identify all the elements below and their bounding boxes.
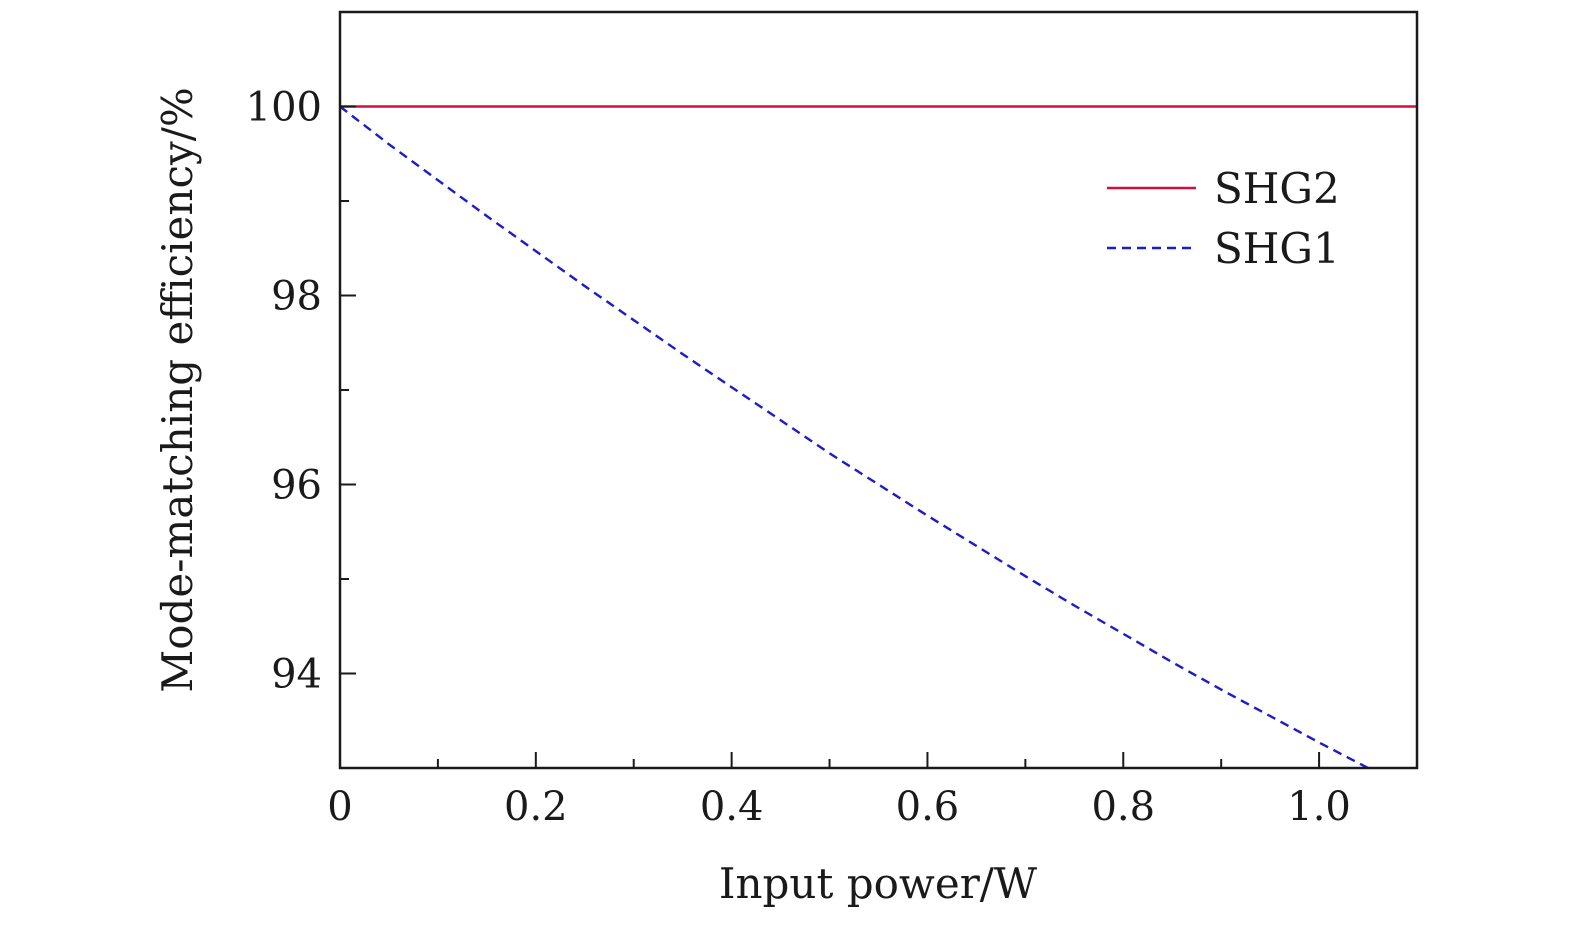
legend-label-shg1: SHG1 [1214,224,1340,273]
x-tick-label: 1.0 [1287,784,1351,830]
x-axis-title: Input power/W [719,859,1038,908]
series-layer [340,105,1417,768]
y-tick-label: 96 [271,463,322,509]
legend-label-shg2: SHG2 [1214,164,1340,213]
plot-area [340,12,1417,768]
plot-background [340,12,1417,768]
y-tick-label: 94 [271,652,322,698]
legend: SHG2 SHG1 [1107,164,1340,273]
x-tick-label: 0.4 [700,784,764,830]
plot-frame-rect [338,10,1419,770]
x-tick-label: 0 [327,784,352,830]
tick-labels: 0 0.2 0.4 0.6 0.8 1.0 94 96 98 100 [246,85,1351,831]
x-tick-label: 0.6 [896,784,960,830]
x-tick-label: 0.2 [504,784,568,830]
y-tick-label: 98 [271,274,322,320]
plot-frame [338,10,1419,770]
y-axis-title: Mode-matching efficiency/% [153,87,202,693]
y-tick-label: 100 [246,85,322,131]
axis-ticks [339,105,1321,768]
x-tick-label: 0.8 [1091,784,1155,830]
